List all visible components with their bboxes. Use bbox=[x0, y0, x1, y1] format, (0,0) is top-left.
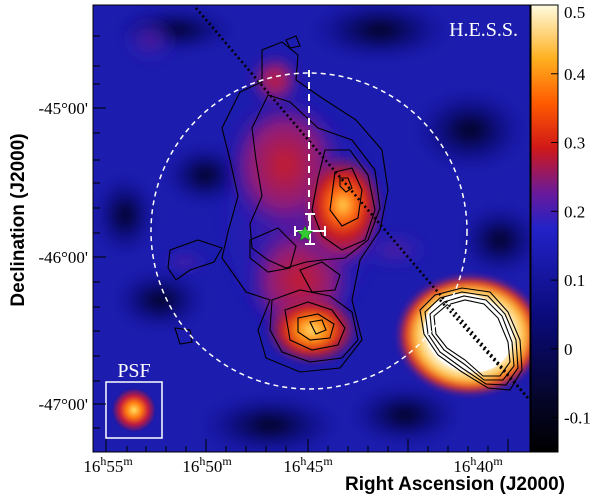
colorbar-tick-label: 0 bbox=[564, 340, 573, 359]
colorbar-tick-label: -0.1 bbox=[564, 409, 591, 428]
colorbar-tick-label: 0.3 bbox=[564, 134, 585, 153]
y-tick-label-3: -47°00' bbox=[38, 395, 88, 414]
psf-label: PSF bbox=[117, 360, 150, 382]
x-tick-label-2: 16h50m bbox=[182, 454, 232, 476]
y-tick-label-2: -46°00' bbox=[38, 248, 88, 267]
y-axis-ticks bbox=[93, 35, 106, 429]
x-tick-label-3: 16h45m bbox=[283, 454, 333, 476]
galactic-plane-line-bright bbox=[439, 299, 529, 399]
colorbar-tick-label: 0.2 bbox=[564, 202, 585, 221]
psf-inset bbox=[105, 381, 163, 439]
galactic-plane-line bbox=[195, 7, 529, 399]
colorbar-tick-label: 0.1 bbox=[564, 271, 585, 290]
region-circle bbox=[150, 72, 468, 390]
star-marker-icon bbox=[296, 225, 314, 241]
x-axis-ticks bbox=[105, 439, 509, 452]
x-tick-label-4: 16h40m bbox=[453, 454, 503, 476]
colorbar-tick-label: 0.5 bbox=[564, 3, 585, 22]
colorbar bbox=[530, 4, 559, 453]
chart-title: H.E.S.S. bbox=[449, 19, 518, 41]
y-tick-label-1: -45°00' bbox=[38, 99, 88, 118]
southern-source bbox=[264, 294, 360, 366]
colorbar-ticks: 0.5 0.4 0.3 0.2 0.1 0 -0.1 bbox=[551, 3, 591, 428]
colorbar-tick-label: 0.4 bbox=[564, 65, 586, 84]
psf-blob bbox=[112, 388, 156, 432]
significance-contours bbox=[167, 35, 523, 391]
map-frame bbox=[92, 4, 531, 453]
dark-regions bbox=[95, 5, 530, 452]
x-tick-label-1: 16h55m bbox=[83, 454, 133, 476]
y-axis-label: Declination (J2000) bbox=[8, 133, 29, 306]
significance-map bbox=[93, 5, 530, 452]
x-axis-label: Right Ascension (J2000) bbox=[345, 474, 565, 495]
